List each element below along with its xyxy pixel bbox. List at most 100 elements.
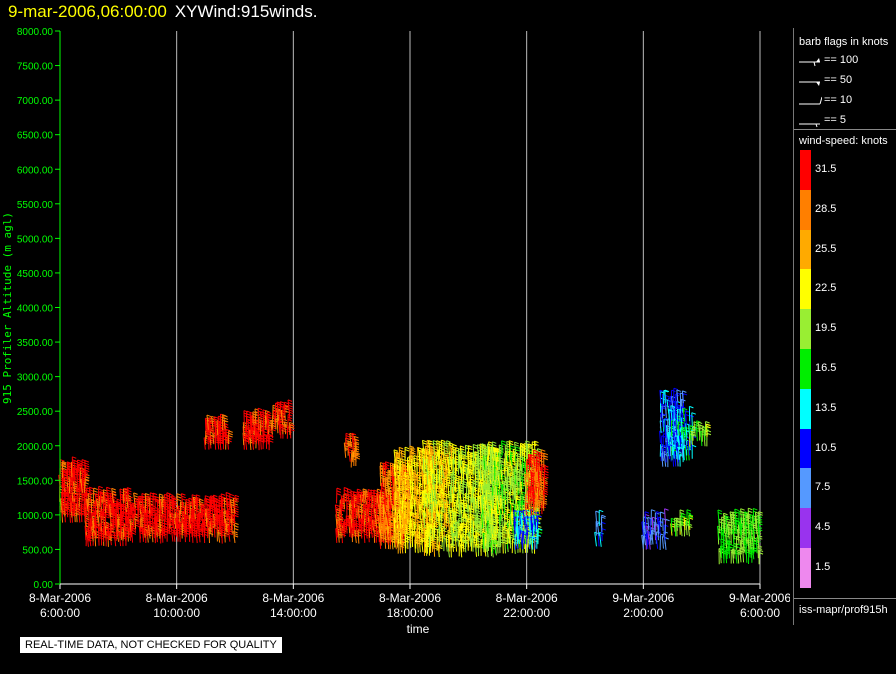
wind-barb	[203, 437, 206, 450]
wind-barb-flag	[409, 448, 415, 451]
wind-barb	[104, 492, 107, 507]
wind-barb-flag	[287, 413, 293, 417]
wind-barb	[360, 524, 363, 539]
wind-barb-flag	[410, 471, 416, 474]
wind-barb-flag	[271, 424, 276, 428]
wind-barb	[350, 514, 353, 528]
wind-barb-flag	[271, 428, 276, 432]
wind-barb-flag	[86, 487, 91, 490]
wind-barb	[415, 486, 418, 500]
wind-barb-flag	[145, 495, 150, 499]
wind-barb-flag	[354, 438, 359, 442]
wind-barb-flag	[375, 514, 380, 517]
wind-barb	[72, 481, 76, 494]
wind-barb-flag	[267, 416, 272, 419]
wind-barb-flag	[78, 512, 84, 515]
wind-barb	[216, 420, 219, 436]
wind-barb	[378, 495, 382, 510]
wind-barb	[59, 499, 63, 513]
wind-barb	[395, 534, 399, 548]
wind-barb-flag	[176, 496, 182, 499]
wind-barb	[334, 504, 338, 520]
wind-barb-flag	[363, 531, 369, 534]
wind-barb	[412, 473, 416, 486]
wind-barb	[377, 491, 380, 505]
wind-barb	[398, 460, 401, 476]
wind-barb-flag	[269, 440, 274, 443]
wind-barb	[357, 508, 360, 524]
wind-barb-flag	[113, 504, 118, 507]
wind-barb	[219, 524, 223, 538]
wind-barb	[400, 450, 404, 465]
wind-barb-flag	[93, 490, 98, 493]
wind-barb-flag	[284, 407, 289, 411]
wind-barb	[353, 436, 357, 452]
wind-barb	[150, 509, 154, 524]
wind-barb-flag	[385, 476, 390, 479]
wind-barb	[178, 510, 181, 523]
wind-barb-flag	[284, 401, 289, 405]
wind-barb-flag	[258, 423, 264, 427]
wind-barb	[187, 522, 191, 538]
wind-barb-flag	[89, 489, 94, 492]
wind-barb	[393, 493, 396, 509]
wind-barb	[418, 451, 422, 465]
wind-barb	[394, 507, 397, 520]
wind-barb	[393, 463, 396, 476]
wind-barb	[415, 496, 418, 511]
wind-barb	[408, 523, 411, 539]
wind-barb	[276, 408, 279, 421]
wind-barb-flag	[371, 512, 376, 515]
wind-barb-flag	[347, 442, 353, 446]
wind-barb-flag	[135, 524, 140, 528]
wind-barb	[420, 518, 423, 534]
wind-barb-flag	[250, 414, 255, 417]
wind-barb-flag	[411, 447, 416, 450]
wind-barb-flag	[398, 446, 404, 450]
wind-barb-flag	[218, 500, 224, 503]
wind-barb	[188, 514, 191, 529]
wind-barb-flag	[184, 519, 190, 523]
wind-barb-flag	[220, 493, 226, 496]
wind-barb-flag	[103, 493, 108, 497]
wind-barb	[129, 502, 132, 518]
wind-barb	[188, 498, 191, 515]
wind-barb-flag	[395, 471, 400, 475]
wind-barb-flag	[214, 418, 219, 421]
wind-barb-flag	[89, 486, 94, 490]
wind-barb-flag	[171, 495, 176, 498]
wind-barb	[346, 488, 350, 504]
wind-barb	[143, 509, 146, 523]
wind-barb	[244, 435, 248, 450]
wind-barb-flag	[223, 414, 228, 418]
wind-barb-flag	[234, 514, 239, 518]
wind-barb	[153, 517, 157, 533]
wind-barb-flag	[401, 465, 407, 468]
wind-barb	[191, 529, 194, 543]
wind-barb	[224, 518, 228, 533]
wind-barb	[403, 479, 407, 496]
wind-barb-flag	[347, 440, 353, 443]
wind-barb-flag	[67, 463, 72, 467]
wind-barb	[198, 499, 201, 513]
wind-barb-flag	[199, 501, 204, 504]
wind-barb	[357, 529, 360, 544]
wind-barb-flag	[133, 507, 138, 511]
wind-barb	[211, 416, 214, 430]
wind-barb-flag	[368, 515, 374, 519]
wind-barb-flag	[93, 487, 98, 491]
wind-barb	[256, 433, 260, 446]
wind-barb	[143, 506, 146, 520]
wind-barb-flag	[395, 451, 400, 454]
wind-barb	[372, 505, 375, 518]
wind-barb	[370, 510, 373, 524]
wind-barb	[397, 495, 401, 509]
wind-barb-flag	[181, 498, 187, 501]
wind-barb	[226, 498, 229, 514]
wind-barb-flag	[272, 409, 278, 412]
wind-barb-flag	[78, 509, 83, 513]
wind-barb-flag	[233, 535, 239, 538]
wind-barb	[96, 510, 99, 523]
wind-barb-flag	[176, 493, 182, 496]
wind-barb-flag	[189, 509, 195, 512]
